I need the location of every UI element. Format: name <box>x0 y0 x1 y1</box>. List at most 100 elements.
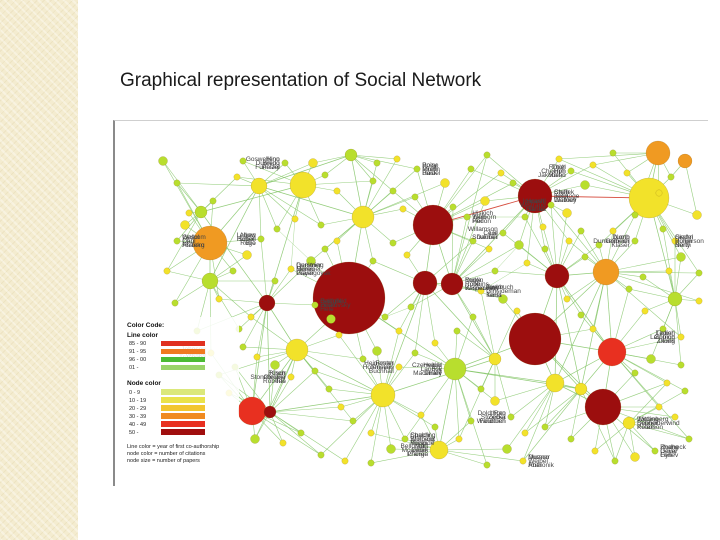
network-node <box>443 357 467 381</box>
network-node <box>490 396 500 406</box>
node-label: Chu <box>182 238 194 245</box>
network-node <box>671 237 679 245</box>
node-label: Dahl <box>182 238 196 245</box>
node-label: Kerst <box>486 292 501 299</box>
network-node <box>641 307 649 315</box>
network-edge <box>384 306 412 318</box>
node-label: Stroeber <box>481 414 507 421</box>
network-edge <box>524 388 582 434</box>
node-label: Taylor <box>486 284 504 291</box>
node-label: Heineman <box>364 360 394 367</box>
network-node <box>407 303 415 311</box>
network-node <box>403 251 411 259</box>
node-label: Malho <box>548 172 566 179</box>
node-label: Ruge <box>240 240 256 247</box>
legend-note: Line color = year of first co-authorship <box>127 444 219 450</box>
node-label: Gerstner <box>296 262 322 269</box>
network-edge <box>242 302 268 348</box>
network-node <box>370 382 396 408</box>
network-node <box>544 263 570 289</box>
legend-node-swatch <box>161 397 205 403</box>
legend-line-swatch <box>161 365 205 370</box>
network-node <box>449 203 457 211</box>
node-label: Czerwecki <box>412 362 442 369</box>
legend-node-swatch <box>161 389 205 395</box>
network-node <box>386 444 396 454</box>
network-node <box>229 267 237 275</box>
network-edge <box>494 358 512 418</box>
network-node <box>287 373 295 381</box>
network-node <box>469 313 477 321</box>
node-label: Mackinley <box>413 370 443 377</box>
network-node <box>431 339 439 347</box>
network-node <box>499 229 507 237</box>
node-label: Hiskich <box>472 210 493 217</box>
network-edge <box>628 416 676 424</box>
node-label: Gaisy <box>660 448 677 455</box>
network-node <box>630 452 640 462</box>
network-edge <box>684 160 698 216</box>
node-label: Willamson <box>468 226 498 233</box>
network-node <box>281 159 289 167</box>
network-edge <box>338 334 384 396</box>
network-node <box>631 237 639 245</box>
network-edge <box>269 406 342 413</box>
network-edge <box>266 302 271 413</box>
network-node <box>677 333 685 341</box>
network-node <box>611 457 619 465</box>
network-node <box>631 369 639 377</box>
network-node <box>359 355 367 363</box>
network-node <box>209 197 217 205</box>
node-label: Hoh <box>554 168 566 175</box>
network-node <box>389 239 397 247</box>
network-node <box>372 346 382 356</box>
legend-line-items: 85 - 90 91 - 95 96 - 00 01 - <box>129 341 205 371</box>
network-node <box>483 461 491 469</box>
node-label: Moreu <box>296 266 315 273</box>
network-node <box>692 210 702 220</box>
legend-line-label: 91 - 95 <box>129 349 146 355</box>
network-edge <box>451 244 520 285</box>
legend-node-heading: Node color <box>127 380 161 387</box>
node-label: Mart <box>415 443 428 450</box>
network-node <box>622 416 636 430</box>
node-label: Igarashi <box>523 198 546 205</box>
node-label: Hsaeko <box>182 242 204 249</box>
network-node <box>239 157 247 165</box>
network-edge <box>454 368 488 466</box>
network-node <box>681 387 689 395</box>
node-label: Rolle <box>465 281 480 288</box>
network-labels: Chen Landoy Wisniowsky Belloradu Schneiderwi… <box>179 156 704 469</box>
slide-title: Graphical representation of Social Netwo… <box>120 70 482 91</box>
network-edge <box>550 204 607 273</box>
network-node <box>247 313 255 321</box>
node-label: Heath <box>320 302 338 309</box>
node-label: Frisch <box>268 370 286 377</box>
network-edge <box>266 260 312 304</box>
network-node <box>321 171 329 179</box>
node-label: Pelzel <box>262 164 280 171</box>
legend-line-label: 01 - <box>129 365 139 371</box>
network-edge <box>662 228 676 300</box>
network-node <box>469 237 477 245</box>
network-node <box>325 385 333 393</box>
network-edge <box>494 244 520 272</box>
node-label: Roobide <box>410 440 435 447</box>
network-node <box>253 353 261 361</box>
node-label: Rotch <box>549 164 566 171</box>
legend-note: node size = number of papers <box>127 458 200 464</box>
network-node <box>417 411 425 419</box>
network-edge <box>480 262 528 292</box>
network-figure: Chen Landoy Wisniowsky Belloradu Schneiderwi… <box>113 120 708 486</box>
network-node <box>677 153 693 169</box>
network-node <box>311 367 319 375</box>
legend-node-label: 20 - 29 <box>129 406 146 412</box>
network-node <box>351 205 375 229</box>
network-edge <box>176 182 202 213</box>
node-label: Wisniowsky <box>465 285 500 292</box>
node-label: Averbuch <box>486 284 514 291</box>
network-edge <box>438 448 508 451</box>
node-label: Lamping <box>650 334 675 341</box>
network-node <box>192 225 228 261</box>
network-edge <box>628 288 676 300</box>
